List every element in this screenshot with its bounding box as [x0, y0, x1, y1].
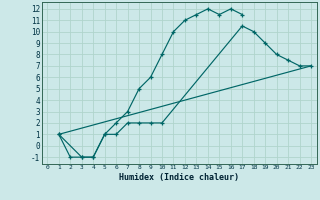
X-axis label: Humidex (Indice chaleur): Humidex (Indice chaleur)	[119, 173, 239, 182]
